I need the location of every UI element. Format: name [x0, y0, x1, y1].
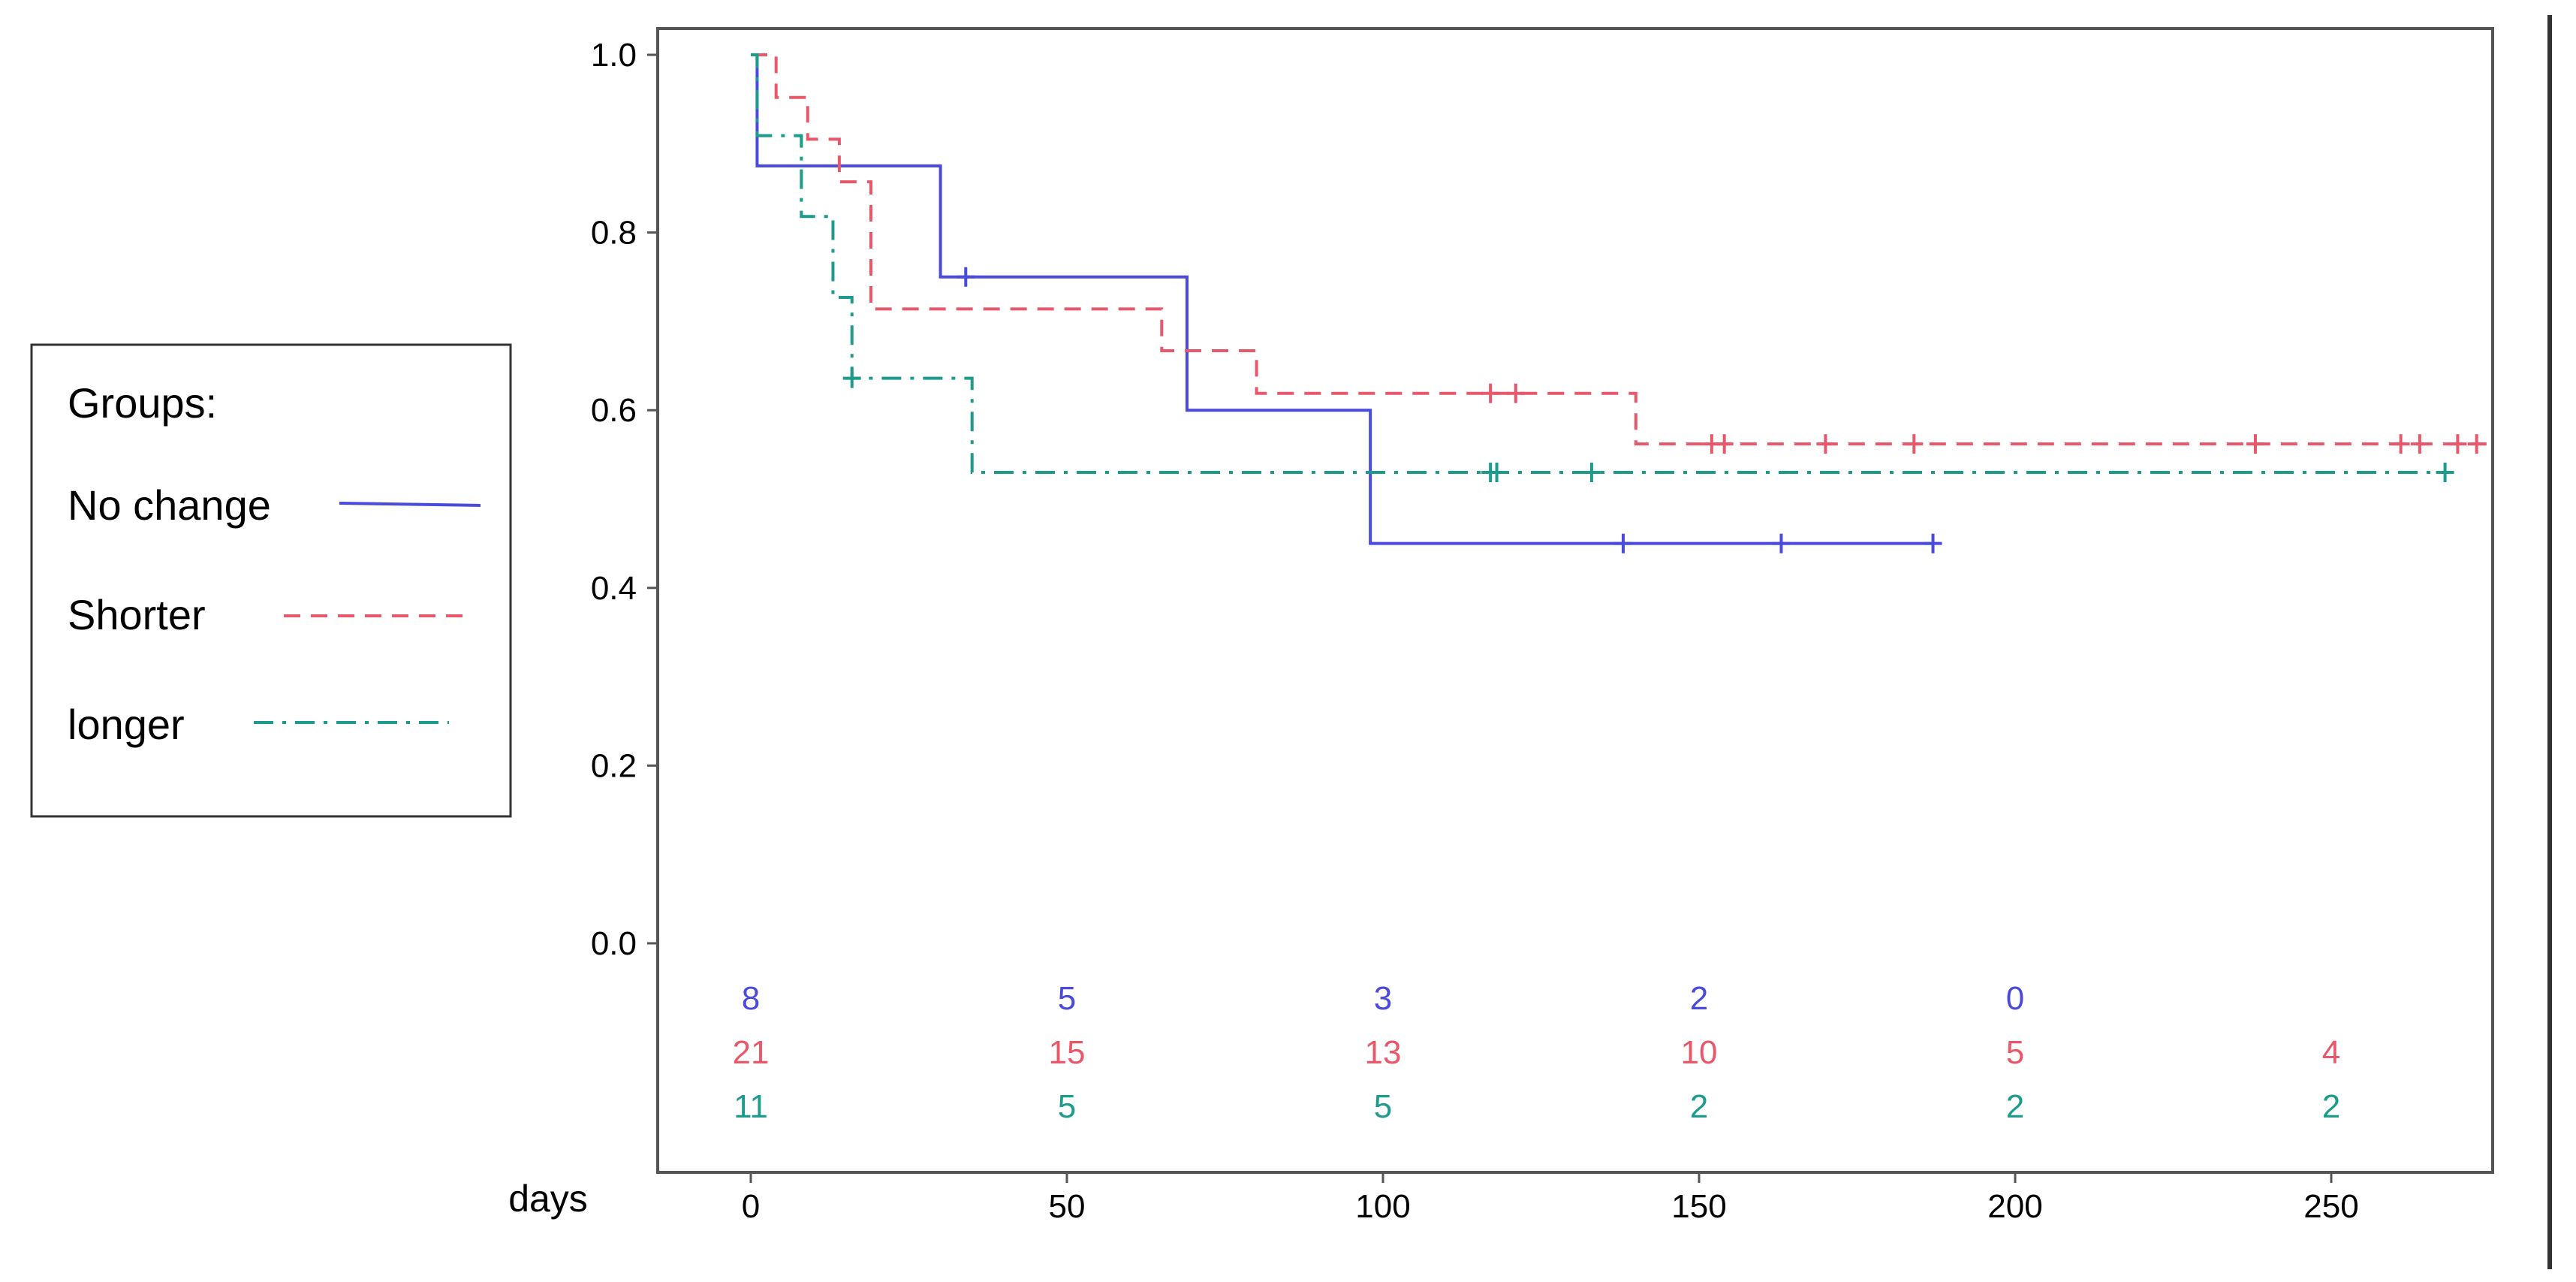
series-layer: [751, 53, 2490, 554]
legend: Groups: No change Shorter longer: [30, 343, 512, 818]
risk-count-no-change: 2: [1690, 980, 1708, 1017]
risk-count-longer: 2: [2006, 1088, 2024, 1125]
x-tick-label: 0: [742, 1188, 760, 1225]
censor-mark-shorter: [2410, 434, 2429, 454]
censor-mark-shorter: [2467, 434, 2486, 454]
censor-mark-longer: [1487, 463, 1506, 483]
censor-mark-shorter: [2391, 434, 2410, 454]
series-line-shorter: [751, 53, 2490, 446]
risk-count-no-change: 5: [1058, 980, 1076, 1017]
risk-count-shorter: 5: [2006, 1034, 2024, 1071]
y-tick-label: 0.0: [591, 925, 637, 962]
censor-mark-shorter: [2448, 434, 2467, 454]
censor-mark-shorter: [1506, 383, 1525, 403]
legend-swatch-no-change: [339, 502, 481, 507]
x-tick-label: 150: [1671, 1188, 1726, 1225]
y-tick-label: 0.2: [591, 747, 637, 784]
risk-count-longer: 5: [1058, 1088, 1076, 1125]
censor-mark-no-change: [1772, 533, 1791, 554]
risk-count-longer: 2: [1690, 1088, 1708, 1125]
risk-count-shorter: 15: [1049, 1034, 1086, 1071]
risk-count-shorter: 21: [733, 1034, 770, 1071]
censor-mark-longer: [842, 368, 861, 388]
legend-box: [30, 343, 512, 818]
censor-mark-longer: [1582, 463, 1601, 483]
y-tick-label: 0.8: [591, 215, 637, 252]
risk-count-shorter: 10: [1681, 1034, 1718, 1071]
x-axis: 0 50 100 150 200 250: [742, 1172, 2359, 1225]
legend-title: Groups:: [68, 379, 217, 427]
risk-count-longer: 5: [1374, 1088, 1392, 1125]
censor-mark-shorter: [1481, 383, 1500, 403]
risk-count-shorter: 4: [2322, 1034, 2340, 1071]
y-tick-label: 0.6: [591, 392, 637, 429]
legend-label-longer: longer: [68, 701, 185, 748]
censor-mark-no-change: [957, 267, 975, 287]
y-axis: 0.0 0.2 0.4 0.6 0.8 1.0: [591, 37, 658, 962]
x-tick-label: 250: [2303, 1188, 2358, 1225]
censor-mark-no-change: [1613, 533, 1632, 554]
censor-mark-shorter: [1816, 434, 1835, 454]
censor-mark-longer: [2436, 463, 2454, 483]
x-tick-label: 50: [1049, 1188, 1086, 1225]
risk-table: 8 5 3 2 0 21 15 13 10 5 4 11 5 5 2 2 2: [733, 980, 2341, 1125]
risk-count-shorter: 13: [1365, 1034, 1402, 1071]
legend-label-shorter: Shorter: [68, 591, 206, 638]
series-line-no-change: [751, 53, 1933, 545]
censor-mark-shorter: [1905, 434, 1924, 454]
y-tick-label: 1.0: [591, 37, 637, 74]
risk-count-longer: 11: [734, 1088, 768, 1125]
series-line-longer: [751, 53, 2445, 475]
censor-mark-no-change: [1924, 533, 1942, 554]
y-tick-label: 0.4: [591, 570, 637, 607]
censor-mark-shorter: [1715, 434, 1734, 454]
risk-count-no-change: 8: [742, 980, 760, 1017]
risk-count-no-change: 0: [2006, 980, 2024, 1017]
censor-mark-shorter: [2246, 434, 2264, 454]
x-tick-label: 100: [1355, 1188, 1410, 1225]
x-tick-label: 200: [1987, 1188, 2042, 1225]
x-axis-label: days: [508, 1178, 588, 1220]
plot-frame: [656, 27, 2494, 1174]
risk-count-no-change: 3: [1374, 980, 1392, 1017]
risk-count-longer: 2: [2322, 1088, 2340, 1125]
legend-label-no-change: No change: [68, 481, 271, 529]
